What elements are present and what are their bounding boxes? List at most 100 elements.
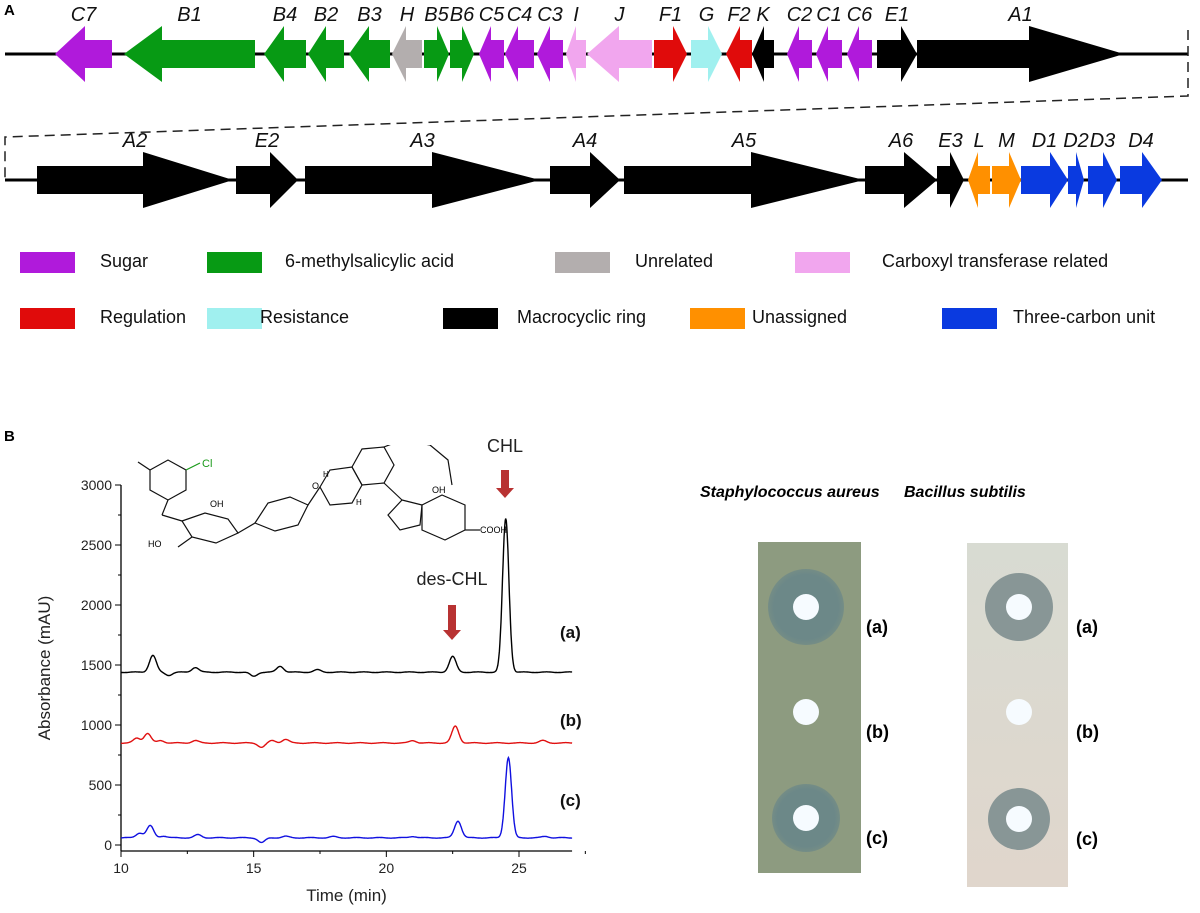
gene-arrow-C4 (505, 26, 534, 82)
trace-a (120, 518, 573, 677)
gene-label-A1: A1 (1007, 4, 1032, 26)
gene-arrow-I (566, 26, 586, 82)
gene-label-C2: C2 (787, 4, 813, 26)
gene-arrow-B4 (264, 26, 306, 82)
y-tick-label: 0 (104, 837, 112, 853)
gene-label-I: I (573, 4, 579, 26)
gene-label-D1: D1 (1032, 130, 1058, 152)
x-tick-label: 10 (113, 860, 129, 876)
legend-swatch-resistance (207, 308, 262, 329)
gene-arrow-B5 (424, 26, 449, 82)
series-label-a: (a) (560, 623, 581, 642)
gene-arrow-B2 (308, 26, 344, 82)
legend-swatch-carboxyl (795, 252, 850, 273)
peak-label-chl: CHL (487, 436, 523, 456)
legend-swatch-unassigned (690, 308, 745, 329)
gene-arrow-C6 (847, 26, 872, 82)
peak-arrow-shaft (501, 470, 509, 488)
gene-arrow-J (587, 26, 652, 82)
gene-label-M: M (998, 130, 1015, 152)
gene-label-E1: E1 (885, 4, 909, 26)
gene-arrow-D2 (1068, 152, 1084, 208)
trace-c (121, 755, 573, 844)
gene-arrow-C7 (55, 26, 112, 82)
legend-swatch-msa (207, 252, 262, 273)
gene-label-A4: A4 (572, 130, 597, 152)
y-tick-label: 1000 (81, 717, 112, 733)
chemical-structure: Cl OH HO OH COOH H H O (137, 445, 507, 549)
paper-disk (1006, 699, 1032, 725)
gene-label-A6: A6 (888, 130, 914, 152)
gene-arrow-E3 (937, 152, 964, 208)
x-tick-label: 15 (246, 860, 262, 876)
plate-disk-label: (b) (1076, 722, 1099, 742)
gene-arrow-H (392, 26, 422, 82)
gene-label-J: J (614, 4, 626, 26)
y-tick-label: 2500 (81, 537, 112, 553)
gene-arrow-A2 (37, 152, 233, 208)
legend-swatch-macro (443, 308, 498, 329)
gene-arrow-A4 (550, 152, 620, 208)
x-tick-label: 20 (379, 860, 395, 876)
x-axis-label: Time (min) (306, 886, 387, 905)
y-tick-label: 1500 (81, 657, 112, 673)
gene-arrow-C3 (537, 26, 563, 82)
legend-label-carboxyl: Carboxyl transferase related (882, 251, 1109, 271)
gene-label-B5: B5 (424, 4, 449, 26)
structure-cooh-label: COOH (480, 525, 507, 535)
gene-label-C1: C1 (816, 4, 842, 26)
legend-swatch-three (942, 308, 997, 329)
gene-arrow-E1 (877, 26, 917, 82)
legend-label-macro: Macrocyclic ring (517, 307, 647, 327)
paper-disk (1006, 594, 1032, 620)
gene-label-K: K (756, 4, 771, 26)
gene-label-C3: C3 (537, 4, 563, 26)
gene-arrow-F2 (726, 26, 752, 82)
structure-h2-label: H (356, 498, 362, 507)
paper-disk (1006, 806, 1032, 832)
gene-label-C7: C7 (71, 4, 97, 26)
gene-label-E3: E3 (938, 130, 962, 152)
legend-label-sugar: Sugar (100, 251, 149, 271)
gene-label-B6: B6 (450, 4, 475, 26)
gene-arrow-L (968, 152, 990, 208)
gene-label-C5: C5 (479, 4, 505, 26)
gene-arrow-D1 (1021, 152, 1068, 208)
plate-title-b-subtilis: Bacillus subtilis (904, 484, 1026, 501)
paper-disk (793, 805, 819, 831)
legend-label-regulation: Regulation (100, 307, 187, 327)
peak-arrow-head (496, 488, 514, 498)
structure-cl-label: Cl (202, 458, 212, 470)
hplc-chart: 0 500 1000 1500 2000 2500 3000 10 15 20 25 Time (mi… (35, 436, 586, 905)
gene-arrow-D4 (1120, 152, 1162, 208)
gene-arrow-E2 (236, 152, 298, 208)
plate-disk-label: (b) (866, 722, 889, 742)
gene-arrow-D3 (1088, 152, 1117, 208)
peak-label-des-chl: des-CHL (416, 569, 487, 589)
gene-arrow-K (752, 26, 774, 82)
gene-label-A2: A2 (122, 130, 147, 152)
gene-arrow-C1 (816, 26, 842, 82)
legend-label-msa: 6-methylsalicylic acid (285, 251, 455, 271)
legend-label-resistance: Resistance (260, 307, 350, 327)
peak-arrow-head (443, 630, 461, 640)
gene-arrow-A5 (624, 152, 864, 208)
plate-title-s-aureus: Staphylococcus aureus (700, 484, 880, 501)
plate-disk-label: (c) (866, 828, 888, 848)
legend-label-three: Three-carbon unit (1013, 307, 1156, 327)
gene-label-B3: B3 (357, 4, 381, 26)
gene-arrow-A1 (917, 26, 1124, 82)
gene-arrow-G (691, 26, 722, 82)
y-tick-label: 500 (89, 777, 113, 793)
gene-label-B4: B4 (273, 4, 297, 26)
plate-disk-label: (c) (1076, 829, 1098, 849)
gene-label-G: G (699, 4, 715, 26)
gene-cluster-map: C7 B1 B4 B2 B3 H B5 B6 C5 C4 C3 I J F1 G F2 K C2 C1 C6 E1 A1 A… (4, 4, 1189, 208)
gene-label-F2: F2 (727, 4, 750, 26)
gene-label-E2: E2 (255, 130, 279, 152)
gene-arrow-A6 (865, 152, 937, 208)
plate-disk-label: (a) (866, 617, 888, 637)
gene-label-H: H (400, 4, 415, 26)
legend-swatch-sugar (20, 252, 75, 273)
gene-label-C4: C4 (507, 4, 533, 26)
